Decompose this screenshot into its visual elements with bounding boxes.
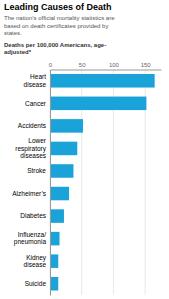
bar: [50, 254, 58, 268]
tick: Cancer: [25, 100, 50, 107]
tick-label: 0: [49, 62, 53, 68]
tick-label: 50: [79, 62, 86, 68]
tick: 100: [109, 62, 120, 70]
category-label: Suicide: [25, 280, 47, 287]
subtitle: The nation’s official mortality statisti…: [4, 15, 115, 36]
category-label: Cancer: [25, 100, 47, 107]
tick-label: 100: [109, 62, 120, 68]
category-label: Kidneydisease: [24, 254, 47, 268]
bar: [50, 232, 60, 246]
bar: [50, 119, 83, 133]
bar: [50, 142, 77, 156]
tick: Heartdisease: [24, 73, 50, 87]
tick: 0: [49, 62, 53, 70]
category-label: Influenza/pneumonia: [14, 231, 47, 246]
tick: 50: [79, 62, 86, 70]
tick: Lowerrespiratorydiseases: [15, 137, 50, 158]
bar: [50, 164, 73, 178]
tick-label: 150: [141, 62, 152, 68]
x-axis: 0 50 100 150: [49, 62, 162, 71]
axis-label: Deaths per 100,000 Americans, age-adjust…: [4, 42, 106, 56]
category-label: Heartdisease: [24, 73, 47, 87]
y-axis: Heartdisease Cancer Accidents Lowerrespirat…: [12, 70, 50, 296]
tick: Suicide: [25, 280, 50, 287]
title: Leading Causes of Death: [4, 2, 112, 12]
chart: Leading Causes of Death The nation’s offi…: [0, 0, 169, 299]
bar: [50, 187, 69, 201]
axis-line: [51, 70, 162, 71]
tick: 150: [141, 62, 152, 70]
category-label: Accidents: [18, 122, 47, 129]
tick: Accidents: [18, 122, 50, 129]
bar: [50, 277, 58, 291]
tick: Alzheimer’s: [12, 190, 50, 197]
bar: [50, 209, 64, 223]
category-label: Diabetes: [20, 212, 46, 219]
plot: 0 50 100 150 Heartdisease Cancer Accidents Lowe…: [12, 62, 161, 296]
tick: Diabetes: [20, 212, 50, 219]
tick: Stroke: [27, 167, 50, 174]
bar: [50, 74, 155, 88]
category-label: Stroke: [27, 167, 46, 174]
category-label: Alzheimer’s: [12, 190, 46, 197]
tick: Kidneydisease: [24, 254, 50, 268]
bar: [50, 97, 146, 111]
bars: [50, 74, 155, 290]
grid-line: [50, 70, 51, 296]
axis-line: [50, 70, 51, 296]
category-label: Lowerrespiratorydiseases: [15, 137, 47, 158]
tick: Influenza/pneumonia: [14, 231, 50, 246]
